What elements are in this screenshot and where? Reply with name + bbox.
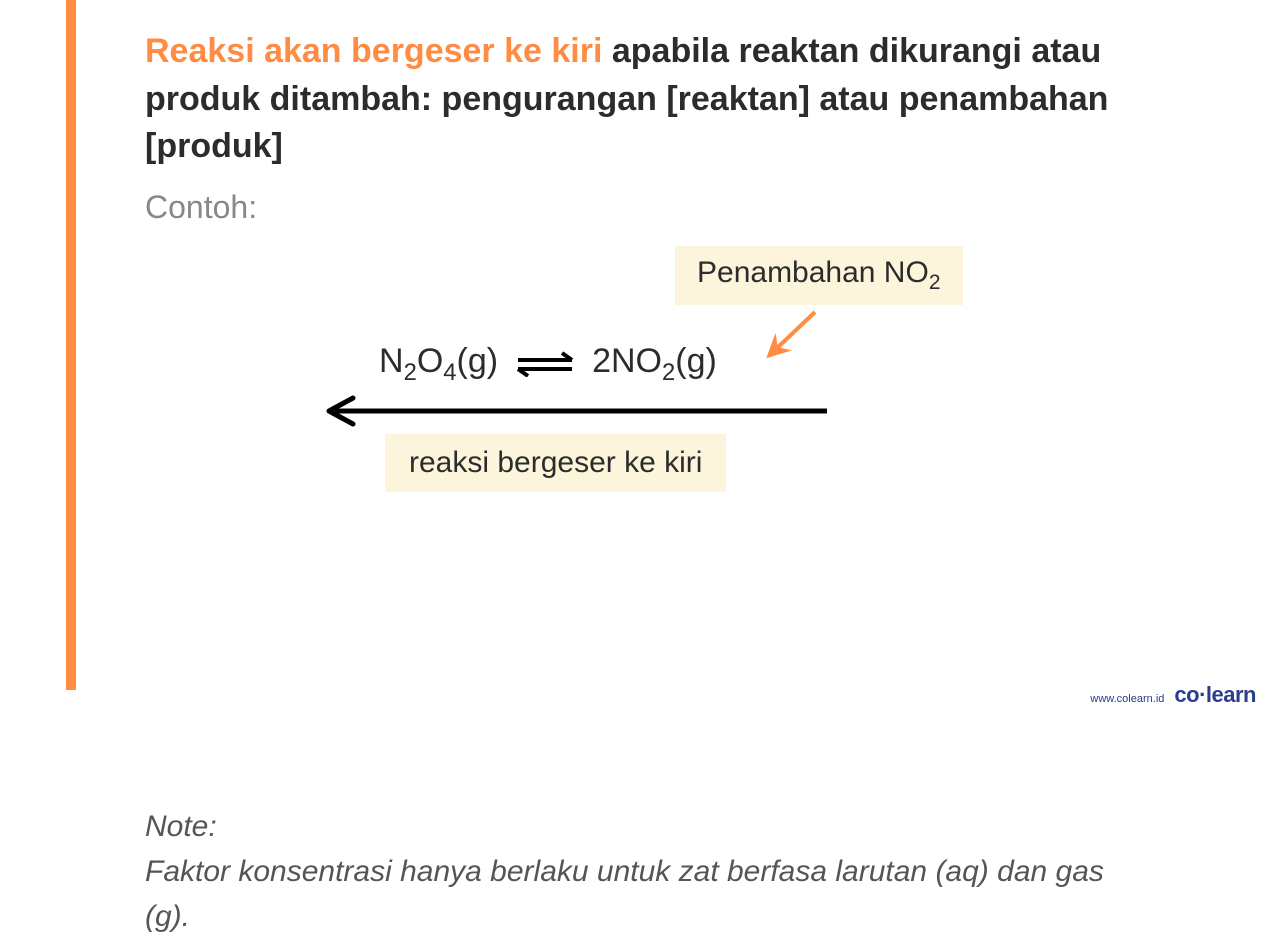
callout-top-text: Penambahan NO [697,256,929,289]
callout-shift: reaksi bergeser ke kiri [385,434,726,492]
reaction-diagram: Penambahan NO2 N2O4(g) 2NO2(g) [145,234,1045,514]
eq-sub2: 4 [443,359,456,386]
reactant-formula: N2O4(g) [379,342,498,387]
chemical-equation: N2O4(g) 2NO2(g) [379,342,717,387]
heading: Reaksi akan bergeser ke kiri apabila rea… [145,28,1145,171]
eq-sub1: 2 [404,359,417,386]
eq-phase-l: (g) [457,342,499,380]
shift-left-arrow-icon [317,394,837,428]
eq-2no: 2NO [592,342,662,380]
note-title: Note: [145,804,1145,849]
footer: www.colearn.id co·learn [1090,682,1256,708]
eq-n: N [379,342,404,380]
accent-left-bar [66,0,76,690]
product-formula: 2NO2(g) [592,342,717,387]
content-area: Reaksi akan bergeser ke kiri apabila rea… [145,28,1145,939]
brand-logo: co·learn [1174,682,1256,708]
callout-top-sub: 2 [929,271,941,294]
eq-sub3: 2 [662,359,675,386]
note-block: Note: Faktor konsentrasi hanya berlaku u… [145,804,1145,939]
logo-part-a: co [1174,682,1199,707]
equilibrium-arrow-icon [512,351,578,377]
eq-phase-r: (g) [675,342,717,380]
logo-part-b: learn [1206,682,1256,707]
logo-dot: · [1199,682,1206,707]
note-body: Faktor konsentrasi hanya berlaku untuk z… [145,849,1145,939]
subheading: Contoh: [145,189,1145,226]
eq-o: O [417,342,443,380]
arrow-down-left-icon [765,306,825,360]
callout-addition: Penambahan NO2 [675,246,963,305]
footer-url: www.colearn.id [1090,693,1164,705]
heading-highlight: Reaksi akan bergeser ke kiri [145,32,602,70]
